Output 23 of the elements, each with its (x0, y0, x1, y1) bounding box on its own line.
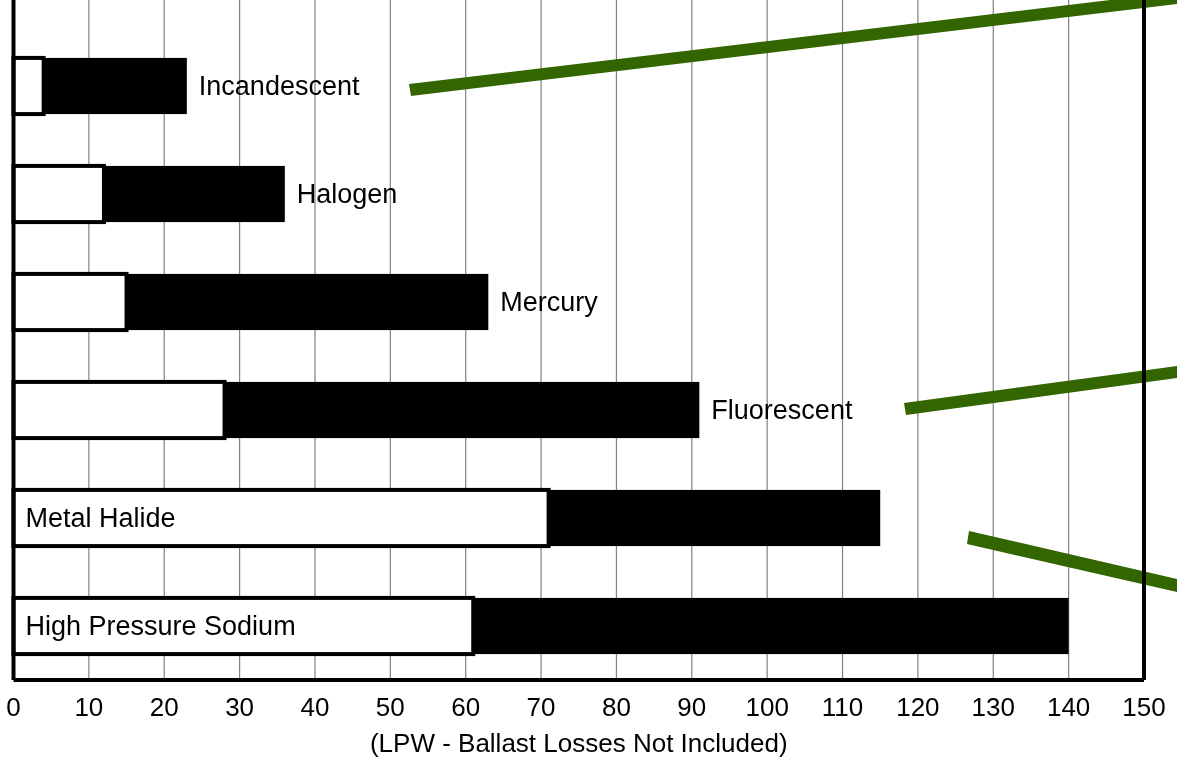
x-tick-label: 70 (526, 692, 556, 722)
y-tick-label: Mercury (500, 287, 599, 318)
x-tick-label: 100 (745, 692, 789, 722)
x-tick-label: 120 (896, 692, 940, 722)
y-tick-label: Halogen (296, 179, 398, 210)
x-tick-label: 10 (74, 692, 104, 722)
y-tick-label: Incandescent (198, 71, 360, 102)
x-tick-label: 110 (821, 692, 864, 722)
y-tick-label: Fluorescent (711, 395, 853, 426)
x-tick-label: 40 (300, 692, 330, 722)
x-axis-title: (LPW - Ballast Losses Not Included) (369, 728, 788, 758)
x-tick-label: 30 (225, 692, 255, 722)
x-tick-label: 90 (677, 692, 707, 722)
x-tick-label: 140 (1046, 692, 1091, 722)
x-tick-label: 150 (1122, 692, 1166, 722)
x-tick-label: 50 (375, 692, 405, 722)
y-tick-label: High Pressure Sodium (25, 611, 296, 642)
x-tick-label: 0 (6, 692, 21, 722)
x-tick-label: 130 (971, 692, 1015, 722)
x-tick-label: 60 (451, 692, 481, 722)
x-tick-label: 20 (149, 692, 179, 722)
y-tick-label: Metal Halide (25, 503, 176, 534)
x-tick-label: 80 (601, 692, 631, 722)
